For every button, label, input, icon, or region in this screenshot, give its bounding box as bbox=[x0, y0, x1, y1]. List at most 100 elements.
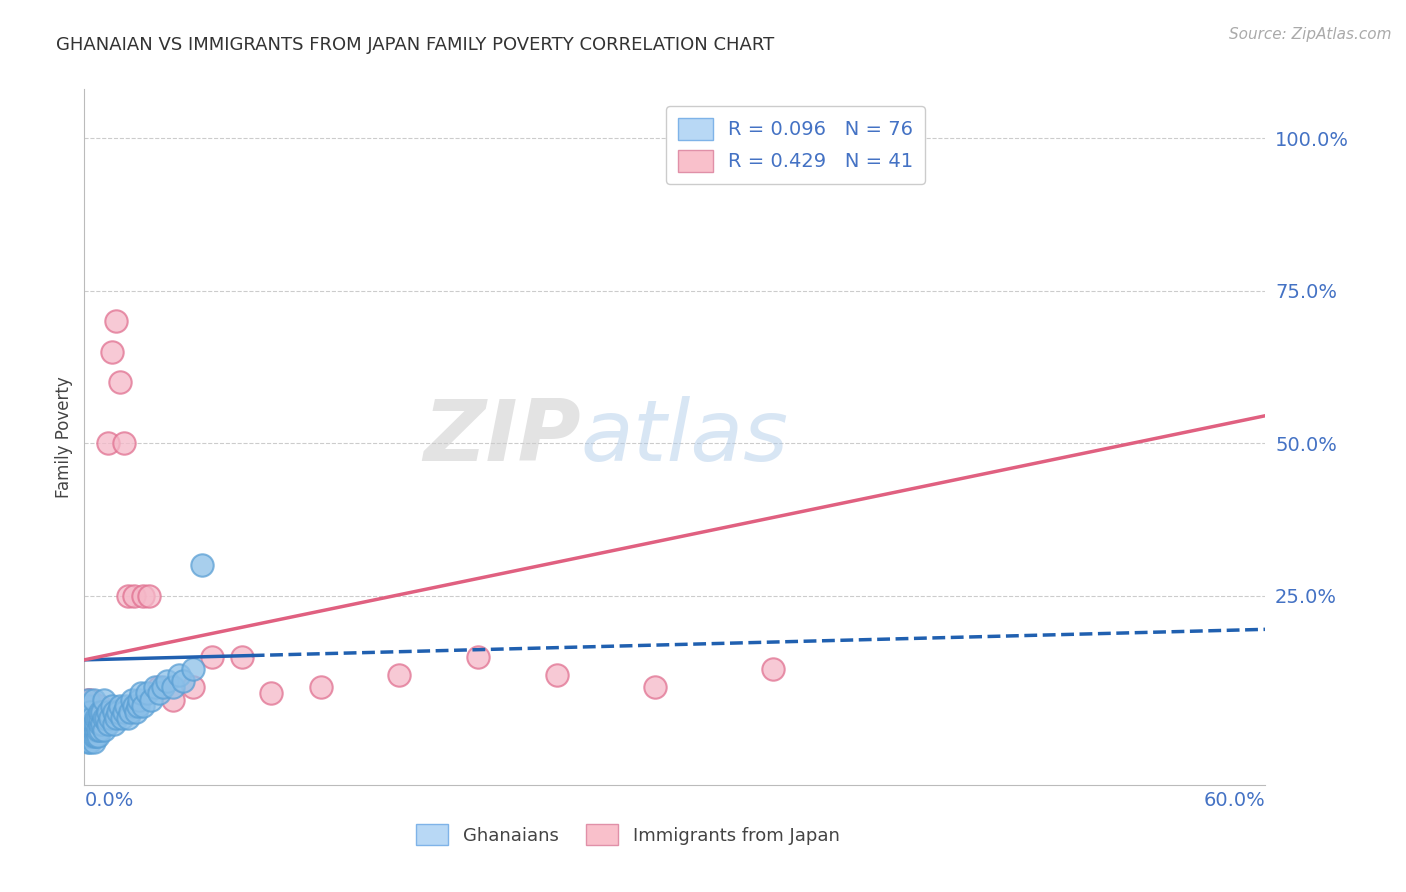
Point bbox=[83, 698, 105, 713]
Point bbox=[128, 692, 150, 706]
Point bbox=[89, 717, 111, 731]
Point bbox=[181, 662, 204, 676]
Point bbox=[108, 375, 131, 389]
Point bbox=[103, 717, 125, 731]
Point bbox=[124, 705, 146, 719]
Point bbox=[84, 723, 107, 737]
Point bbox=[79, 705, 101, 719]
Point bbox=[77, 729, 100, 743]
Point bbox=[87, 723, 110, 737]
Point bbox=[152, 681, 174, 695]
Point bbox=[309, 681, 332, 695]
Point bbox=[89, 698, 111, 713]
Text: 0.0%: 0.0% bbox=[84, 791, 134, 810]
Point bbox=[138, 589, 160, 603]
Point bbox=[79, 723, 101, 737]
Point bbox=[388, 668, 411, 682]
Point bbox=[181, 681, 204, 695]
Point bbox=[82, 711, 104, 725]
Point bbox=[83, 723, 105, 737]
Point bbox=[162, 681, 184, 695]
Point bbox=[87, 711, 110, 725]
Point bbox=[77, 698, 100, 713]
Point bbox=[112, 436, 135, 450]
Text: 60.0%: 60.0% bbox=[1204, 791, 1265, 810]
Point bbox=[127, 698, 149, 713]
Point bbox=[117, 711, 139, 725]
Point bbox=[107, 705, 129, 719]
Point bbox=[84, 717, 107, 731]
Point bbox=[75, 711, 97, 725]
Point bbox=[84, 705, 107, 719]
Point bbox=[82, 723, 104, 737]
Point bbox=[104, 314, 127, 328]
Point bbox=[75, 723, 97, 737]
Point bbox=[79, 729, 101, 743]
Point bbox=[79, 717, 101, 731]
Point bbox=[122, 589, 145, 603]
Point bbox=[77, 723, 100, 737]
Point bbox=[104, 711, 127, 725]
Point bbox=[114, 698, 136, 713]
Point bbox=[103, 705, 125, 719]
Point bbox=[132, 698, 155, 713]
Point bbox=[148, 681, 170, 695]
Point bbox=[87, 711, 110, 725]
Point bbox=[89, 711, 111, 725]
Point bbox=[77, 705, 100, 719]
Point bbox=[231, 649, 253, 664]
Point bbox=[108, 698, 131, 713]
Point bbox=[93, 711, 115, 725]
Point bbox=[83, 692, 105, 706]
Point bbox=[82, 717, 104, 731]
Point bbox=[148, 686, 170, 700]
Point bbox=[82, 717, 104, 731]
Text: atlas: atlas bbox=[581, 395, 789, 479]
Point bbox=[79, 692, 101, 706]
Point bbox=[89, 717, 111, 731]
Point bbox=[260, 686, 283, 700]
Point bbox=[75, 723, 97, 737]
Point bbox=[111, 711, 134, 725]
Point bbox=[132, 589, 155, 603]
Point bbox=[762, 662, 785, 676]
Point bbox=[156, 674, 179, 689]
Point bbox=[83, 711, 105, 725]
Point bbox=[91, 705, 114, 719]
Point bbox=[136, 686, 159, 700]
Point bbox=[77, 692, 100, 706]
Point bbox=[93, 723, 115, 737]
Point bbox=[75, 717, 97, 731]
Point bbox=[112, 705, 135, 719]
Point bbox=[77, 705, 100, 719]
Point bbox=[94, 711, 117, 725]
Point bbox=[84, 717, 107, 731]
Point bbox=[77, 717, 100, 731]
Point bbox=[98, 711, 121, 725]
Point bbox=[121, 692, 143, 706]
Point bbox=[82, 729, 104, 743]
Point bbox=[83, 729, 105, 743]
Point bbox=[162, 692, 184, 706]
Point bbox=[79, 711, 101, 725]
Point bbox=[93, 692, 115, 706]
Point bbox=[141, 692, 163, 706]
Point bbox=[117, 589, 139, 603]
Point bbox=[77, 717, 100, 731]
Point bbox=[191, 558, 214, 573]
Point bbox=[91, 717, 114, 731]
Point bbox=[84, 729, 107, 743]
Point bbox=[118, 705, 141, 719]
Point bbox=[97, 436, 120, 450]
Text: ZIP: ZIP bbox=[423, 395, 581, 479]
Point bbox=[101, 698, 124, 713]
Point bbox=[83, 723, 105, 737]
Point bbox=[79, 729, 101, 743]
Point bbox=[75, 711, 97, 725]
Point bbox=[79, 711, 101, 725]
Point bbox=[84, 711, 107, 725]
Point bbox=[172, 674, 194, 689]
Point bbox=[77, 735, 100, 749]
Point bbox=[97, 717, 120, 731]
Point bbox=[83, 717, 105, 731]
